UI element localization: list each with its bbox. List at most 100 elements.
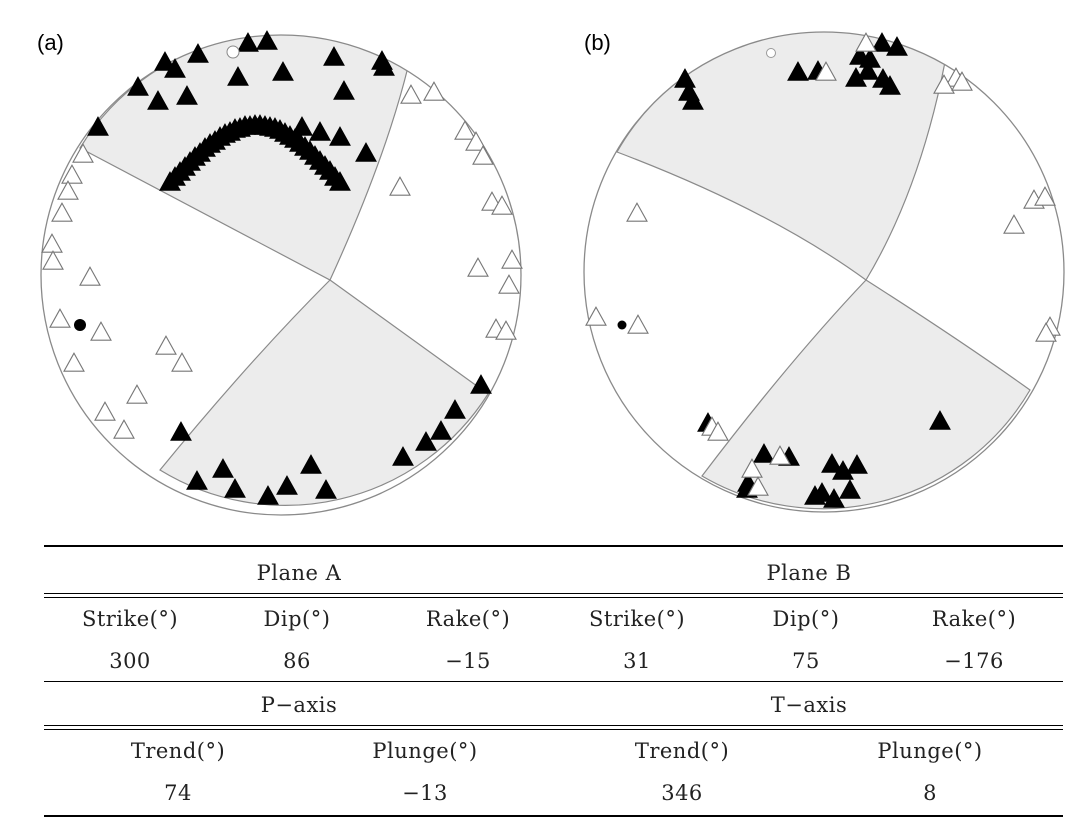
dilatation-triangle: [63, 352, 85, 372]
compression-triangle: [857, 60, 879, 80]
compression-triangle: [176, 85, 198, 105]
compression-triangle: [187, 43, 209, 63]
open-circle-b: [766, 48, 776, 58]
compression-triangle: [886, 36, 908, 56]
beachball-b: (b): [583, 30, 1065, 513]
compression-triangle: [823, 488, 845, 508]
dilatation-triangle: [41, 233, 63, 253]
compression-triangle: [257, 485, 279, 505]
plane-a-rake-header: Rake(°): [425, 607, 511, 631]
compression-triangle: [333, 80, 355, 100]
plane-b-strike-header: Strike(°): [588, 607, 686, 631]
plane-a-rake-value: −15: [445, 649, 491, 673]
dilatation-triangle: [951, 71, 973, 91]
rule-double-2b: [44, 729, 1063, 730]
dilatation-triangle: [423, 81, 445, 101]
plane-a-dip-header: Dip(°): [263, 607, 331, 631]
dilatation-triangle: [113, 419, 135, 439]
p-axis-title: P−axis: [260, 693, 338, 717]
compression-triangle: [821, 453, 843, 473]
compression-triangle: [879, 75, 901, 95]
compression-triangle: [329, 171, 351, 191]
plane-a-title: Plane A: [256, 561, 342, 585]
dilatation-triangle: [495, 320, 517, 340]
compression-triangle: [753, 443, 775, 463]
compressional-quadrant-b-bottom: [701, 279, 1031, 510]
dilatation-triangle: [467, 257, 489, 277]
plane-a-strike-header: Strike(°): [81, 607, 179, 631]
dilatation-triangle: [61, 164, 83, 184]
compressional-quadrant-b-top: [616, 32, 946, 281]
t-axis-trend-header: Trend(°): [634, 739, 730, 763]
plane-b-strike-value: 31: [623, 649, 651, 673]
panel-label-b: (b): [584, 30, 611, 55]
compression-triangle: [355, 142, 377, 162]
table-top-rule: [44, 545, 1063, 547]
beachball-outline-b: [583, 31, 1065, 513]
dilatation-triangle: [79, 266, 101, 286]
dilatation-triangle: [501, 249, 523, 269]
rule-double-1a: [44, 593, 1063, 594]
beachball-outline-a: [40, 34, 522, 516]
compression-triangle: [845, 67, 867, 87]
plane-b-dip-header: Dip(°): [772, 607, 840, 631]
plane-b-title: Plane B: [766, 561, 852, 585]
t-axis-title: T−axis: [770, 693, 848, 717]
rule-mid: [44, 681, 1063, 682]
focal-mechanism-figure: (a) (b): [37, 30, 1065, 516]
compression-triangle: [682, 90, 704, 110]
dilatation-triangle: [855, 32, 877, 52]
t-axis-plunge-value: 8: [923, 781, 937, 805]
open-circle-a: [226, 45, 240, 59]
station-dot-a: [74, 319, 86, 331]
dilatation-triangle: [815, 61, 837, 81]
compression-triangle: [430, 420, 452, 440]
compression-triangle: [929, 410, 951, 430]
plane-b-dip-value: 75: [792, 649, 820, 673]
dilatation-triangle: [1003, 214, 1025, 234]
compression-triangle: [846, 454, 868, 474]
dilatation-triangle: [627, 314, 649, 334]
p-axis-trend-value: 74: [164, 781, 192, 805]
dilatation-triangle: [57, 180, 79, 200]
plane-a-dip-value: 86: [283, 649, 311, 673]
dilatation-triangle: [626, 202, 648, 222]
rule-double-2a: [44, 725, 1063, 726]
compression-triangle: [309, 121, 331, 141]
dilatation-triangle: [1034, 186, 1056, 206]
dilatation-triangle: [454, 120, 476, 140]
compression-triangle: [164, 58, 186, 78]
dilatation-triangle: [400, 84, 422, 104]
compression-triangle: [300, 454, 322, 474]
compression-triangle: [272, 61, 294, 81]
dilatation-triangle: [585, 306, 607, 326]
compression-triangle: [444, 399, 466, 419]
plane-b-rake-value: −176: [944, 649, 1004, 673]
compression-triangle: [154, 51, 176, 71]
dilatation-triangle: [389, 176, 411, 196]
compression-triangle: [224, 478, 246, 498]
compressional-quadrant-a-bottom: [159, 279, 489, 506]
plane-a-strike-value: 300: [109, 649, 151, 673]
polarity-down-markers-a: [41, 81, 523, 439]
dilatation-triangle: [498, 274, 520, 294]
compression-triangle: [323, 46, 345, 66]
p-axis-plunge-header: Plunge(°): [372, 739, 478, 763]
compression-triangle: [674, 68, 696, 88]
compression-triangle: [237, 32, 259, 52]
dilatation-triangle: [1035, 322, 1057, 342]
plane-b-rake-header: Rake(°): [931, 607, 1017, 631]
dilatation-triangle: [747, 476, 769, 496]
rule-double-1b: [44, 597, 1063, 598]
t-axis-trend-value: 346: [661, 781, 703, 805]
station-dot-b: [617, 320, 627, 330]
compression-triangle: [415, 431, 437, 451]
compression-triangle: [859, 48, 881, 68]
polarity-down-markers-b: [585, 32, 1061, 496]
dilatation-triangle: [491, 195, 513, 215]
dilatation-triangle: [171, 352, 193, 372]
compression-triangle: [804, 485, 826, 505]
dilatation-triangle: [126, 384, 148, 404]
compression-triangle: [373, 56, 395, 76]
p-axis-plunge-value: −13: [402, 781, 448, 805]
